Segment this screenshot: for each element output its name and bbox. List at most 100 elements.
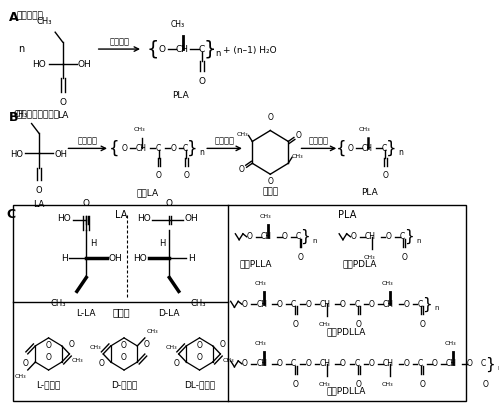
Text: O: O bbox=[45, 353, 51, 362]
Text: n: n bbox=[417, 238, 421, 244]
Text: O: O bbox=[121, 341, 127, 350]
Text: O: O bbox=[368, 359, 374, 368]
Text: C: C bbox=[481, 359, 486, 368]
Text: L-LA: L-LA bbox=[76, 309, 96, 318]
Text: O: O bbox=[340, 300, 346, 309]
Text: O: O bbox=[45, 341, 51, 350]
Text: O: O bbox=[144, 340, 150, 349]
Text: L-丙交酯: L-丙交酯 bbox=[36, 381, 61, 390]
Text: LA: LA bbox=[57, 111, 68, 120]
Text: O: O bbox=[385, 232, 391, 241]
Text: CH₃: CH₃ bbox=[445, 341, 456, 346]
Text: CH₃: CH₃ bbox=[14, 374, 26, 379]
Text: O: O bbox=[293, 320, 299, 329]
Text: CH: CH bbox=[319, 300, 330, 309]
Text: }: } bbox=[404, 229, 414, 244]
Text: O: O bbox=[197, 353, 203, 362]
Text: CH₃: CH₃ bbox=[222, 358, 234, 363]
Text: HO: HO bbox=[137, 214, 151, 224]
Text: CH₃: CH₃ bbox=[292, 154, 304, 159]
Text: 无规PDLLA: 无规PDLLA bbox=[326, 327, 365, 336]
Text: C: C bbox=[155, 144, 160, 153]
Text: D-LA: D-LA bbox=[159, 309, 180, 318]
Text: n: n bbox=[313, 238, 317, 244]
Text: O: O bbox=[242, 359, 248, 368]
Text: C: C bbox=[6, 208, 15, 221]
Text: C: C bbox=[400, 232, 405, 241]
Text: 开环聚合: 开环聚合 bbox=[309, 136, 329, 145]
Text: C: C bbox=[199, 44, 205, 53]
Text: }: } bbox=[300, 229, 310, 244]
Text: OH: OH bbox=[54, 150, 67, 159]
Text: O: O bbox=[419, 320, 425, 329]
Text: O: O bbox=[159, 44, 166, 53]
Text: CH₃: CH₃ bbox=[359, 127, 370, 133]
Text: O: O bbox=[183, 171, 189, 180]
Text: CH₃: CH₃ bbox=[260, 214, 271, 219]
Text: O: O bbox=[297, 253, 303, 262]
Text: CH₃: CH₃ bbox=[364, 255, 375, 259]
Text: O: O bbox=[340, 359, 346, 368]
Text: {: { bbox=[336, 140, 346, 157]
Text: O: O bbox=[356, 380, 362, 389]
Text: O: O bbox=[267, 113, 273, 122]
Text: CH₃: CH₃ bbox=[13, 110, 27, 119]
Text: }: } bbox=[187, 140, 197, 157]
Text: CH: CH bbox=[446, 359, 457, 368]
Text: H: H bbox=[61, 254, 67, 263]
Text: 脱水缩合: 脱水缩合 bbox=[109, 37, 129, 46]
Text: O: O bbox=[197, 341, 203, 350]
Text: CH₃: CH₃ bbox=[171, 20, 185, 29]
Text: O: O bbox=[403, 300, 409, 309]
Text: PLA: PLA bbox=[172, 91, 189, 100]
Text: O: O bbox=[23, 359, 29, 368]
Text: HO: HO bbox=[133, 254, 147, 263]
Text: 全同PLLA: 全同PLLA bbox=[240, 259, 272, 268]
Text: O: O bbox=[219, 340, 225, 349]
Text: HO: HO bbox=[57, 214, 71, 224]
Text: }: } bbox=[204, 40, 216, 59]
Text: OH: OH bbox=[109, 254, 123, 263]
Text: O: O bbox=[68, 340, 74, 349]
Text: CH₃: CH₃ bbox=[71, 358, 83, 363]
Text: O: O bbox=[121, 353, 127, 362]
Text: }: } bbox=[485, 356, 495, 372]
Text: }: } bbox=[422, 297, 432, 312]
Text: CH₃: CH₃ bbox=[318, 322, 330, 327]
Text: CH₃: CH₃ bbox=[190, 299, 206, 308]
Text: n: n bbox=[18, 44, 24, 54]
Text: {: { bbox=[109, 140, 120, 157]
Text: CH₃: CH₃ bbox=[255, 341, 266, 346]
Text: C: C bbox=[354, 359, 359, 368]
Text: CH₃: CH₃ bbox=[255, 282, 266, 286]
Text: CH₃: CH₃ bbox=[50, 299, 65, 308]
Text: O: O bbox=[296, 131, 302, 140]
Text: O: O bbox=[36, 186, 42, 195]
Text: CH₃: CH₃ bbox=[165, 345, 177, 350]
Text: CH: CH bbox=[256, 359, 267, 368]
Text: 间同PDLLA: 间同PDLLA bbox=[326, 387, 365, 396]
Text: OH: OH bbox=[185, 214, 198, 224]
Text: OH: OH bbox=[78, 60, 91, 69]
Text: PLA: PLA bbox=[361, 188, 378, 197]
Text: n: n bbox=[498, 365, 499, 371]
Text: LA: LA bbox=[115, 210, 127, 220]
Text: O: O bbox=[247, 232, 252, 241]
Text: B: B bbox=[9, 111, 18, 124]
Text: O: O bbox=[166, 199, 173, 208]
Text: O: O bbox=[174, 359, 180, 368]
Text: HO: HO bbox=[32, 60, 46, 69]
Text: D-丙交酯: D-丙交酯 bbox=[111, 381, 137, 390]
Text: O: O bbox=[403, 359, 409, 368]
Text: O: O bbox=[121, 144, 127, 153]
Text: CH: CH bbox=[135, 144, 146, 153]
Text: O: O bbox=[368, 300, 374, 309]
Text: DL-丙交酯: DL-丙交酯 bbox=[184, 381, 215, 390]
Text: 解聚环化: 解聚环化 bbox=[215, 136, 235, 145]
Text: CH₃: CH₃ bbox=[147, 329, 158, 334]
Text: CH₃: CH₃ bbox=[318, 382, 330, 387]
Text: H: H bbox=[188, 254, 195, 263]
Text: 低聚LA: 低聚LA bbox=[137, 188, 159, 197]
Text: CH: CH bbox=[319, 359, 330, 368]
Text: n: n bbox=[200, 148, 205, 157]
